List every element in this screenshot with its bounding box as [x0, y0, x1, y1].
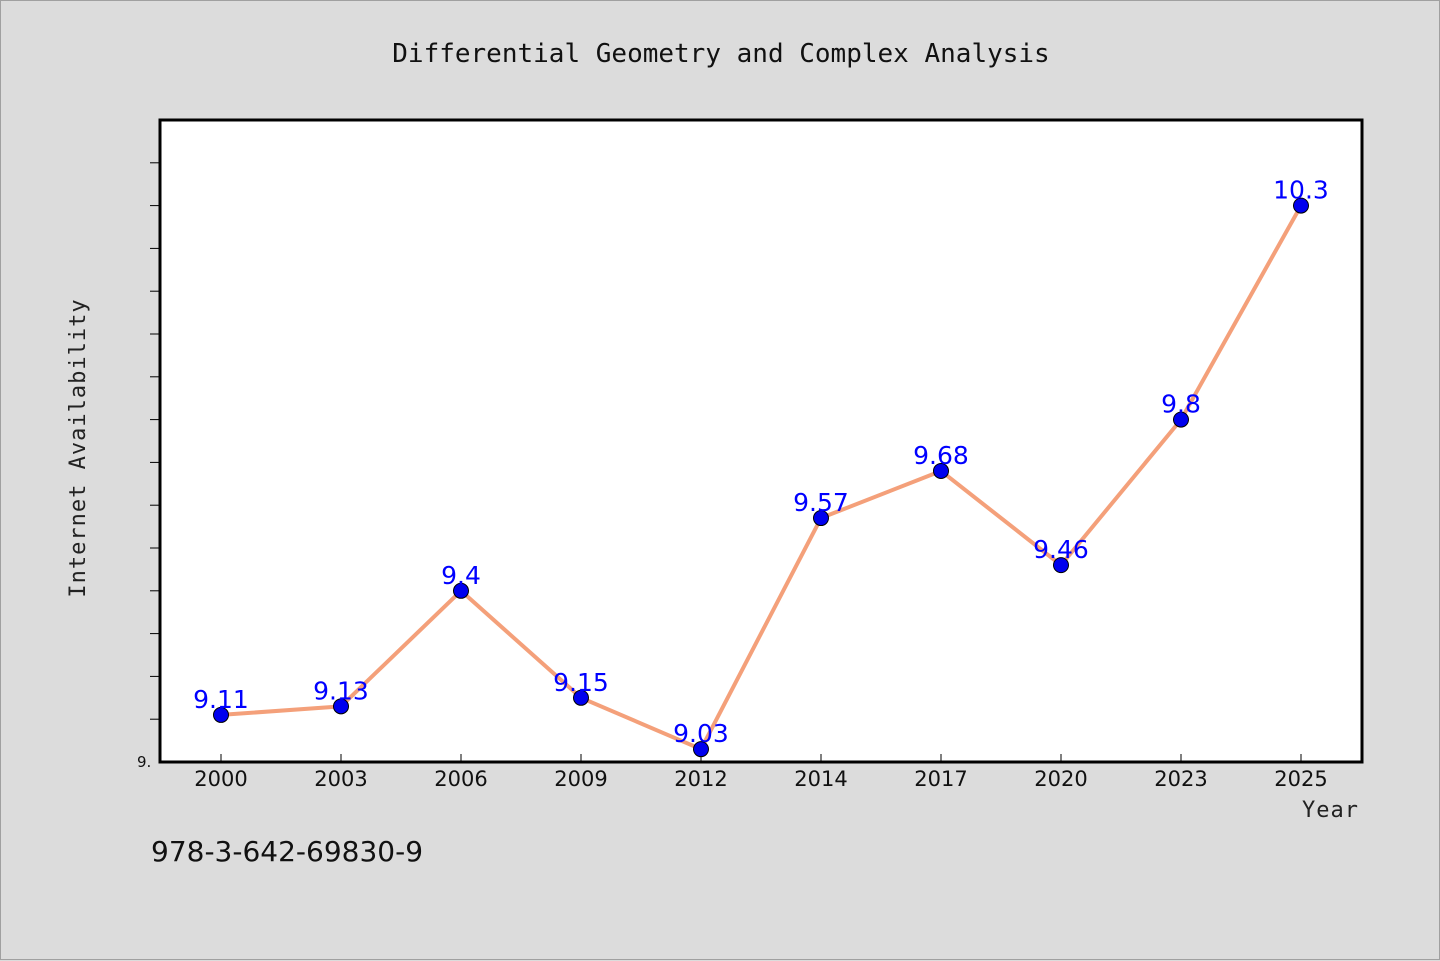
x-tick-label: 2012 [674, 767, 727, 791]
x-tick-label: 2006 [434, 767, 487, 791]
x-tick-label: 2009 [554, 767, 607, 791]
data-label: 9.46 [1033, 535, 1089, 564]
x-axis-ticks: 2000 2003 2006 2009 2012 2014 2017 2020 2023 2025 [194, 754, 1328, 791]
data-point [1293, 197, 1309, 214]
x-tick-label: 2014 [794, 767, 847, 791]
data-point [213, 706, 229, 723]
data-label: 9.15 [553, 668, 609, 697]
data-label: 9.57 [793, 488, 849, 517]
data-markers [213, 197, 1309, 758]
data-point [1173, 411, 1189, 428]
y-axis-title: Internet Availability [66, 298, 91, 597]
data-label: 9.4 [441, 561, 481, 590]
x-tick-label: 2025 [1274, 767, 1327, 791]
data-label: 9.13 [313, 676, 369, 705]
y-axis-ticks [150, 162, 160, 720]
y-tick-label: 9. [137, 753, 151, 771]
series-line [220, 204, 1303, 752]
x-tick-label: 2023 [1154, 767, 1207, 791]
x-tick-label: 2000 [194, 767, 247, 791]
x-tick-label: 2017 [914, 767, 967, 791]
data-label: 9.11 [193, 685, 249, 714]
x-tick-label: 2003 [314, 767, 367, 791]
data-point [693, 741, 709, 758]
chart-title: Differential Geometry and Complex Analys… [392, 39, 1049, 69]
data-point [573, 689, 589, 706]
data-point [933, 462, 949, 479]
data-label: 10.3 [1273, 176, 1329, 205]
data-point [813, 510, 829, 527]
x-tick-label: 2020 [1034, 767, 1087, 791]
data-point [333, 698, 349, 715]
data-point [453, 582, 469, 599]
data-label: 9.68 [913, 441, 969, 470]
data-label: 9.8 [1161, 390, 1201, 419]
data-label: 9.03 [673, 719, 729, 748]
isbn-text: 978-3-642-69830-9 [151, 835, 424, 868]
x-axis-title: Year [1302, 798, 1359, 823]
data-labels: 9.11 9.13 9.4 9.15 9.03 9.57 9.68 9.46 9.8 10.3 [193, 176, 1329, 749]
data-point [1053, 557, 1069, 574]
plot-area [158, 118, 1364, 764]
